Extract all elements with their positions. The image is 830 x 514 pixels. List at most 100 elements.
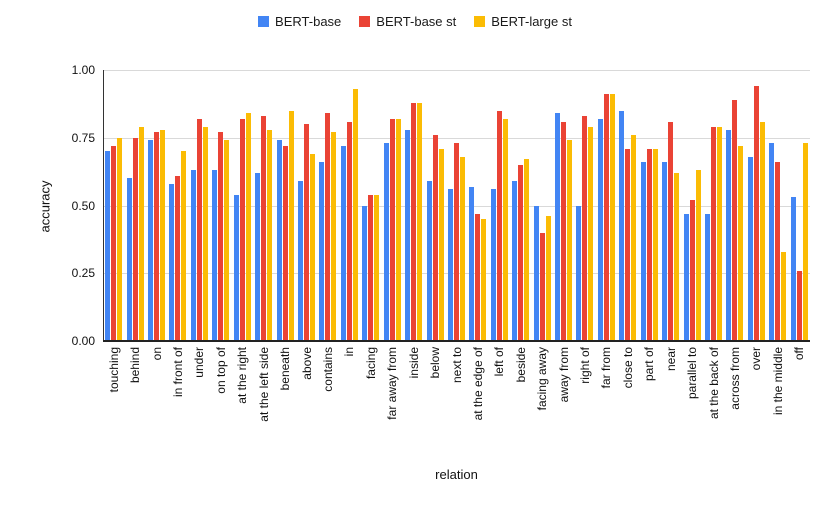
bar [597, 118, 603, 341]
bar [432, 135, 438, 341]
bar [346, 121, 352, 341]
y-tick-label: 0.00 [71, 334, 95, 348]
bar [609, 94, 615, 341]
bar [518, 164, 524, 341]
bar [496, 110, 502, 341]
x-tick-label: far from [599, 347, 614, 389]
x-tick-label: in the middle [770, 347, 785, 416]
bar [689, 200, 695, 341]
bar [288, 110, 294, 341]
bar-group [424, 70, 445, 341]
x-tick-label: beneath [278, 347, 293, 391]
bar [417, 102, 423, 341]
bar [625, 148, 631, 341]
bar-group [596, 70, 617, 341]
bar [582, 116, 588, 341]
bar [181, 151, 187, 341]
x-axis-line [103, 340, 810, 342]
bar [169, 183, 175, 341]
x-tick-label: off [792, 347, 807, 361]
bar [717, 126, 723, 341]
bar [481, 219, 487, 341]
y-tick-label: 1.00 [71, 63, 95, 77]
bar [276, 140, 282, 341]
bar-group [746, 70, 767, 341]
legend-swatch [258, 16, 270, 27]
bar [796, 270, 802, 341]
x-tick-label: far away from [385, 347, 400, 420]
x-tick-label: on [149, 347, 164, 361]
x-tick-label: over [749, 347, 764, 371]
bar-group [124, 70, 145, 341]
legend-item: BERT-base st [359, 14, 456, 29]
bar-group [253, 70, 274, 341]
x-tick-label: right of [578, 347, 593, 384]
bar [218, 132, 224, 341]
bar [352, 88, 358, 341]
bar [640, 162, 646, 341]
bar [319, 162, 325, 341]
bar [212, 170, 218, 341]
bar [389, 118, 395, 341]
x-tick-label: at the back of [706, 347, 721, 420]
y-axis-line [103, 70, 104, 341]
bar-group [489, 70, 510, 341]
bar [261, 116, 267, 341]
bar [282, 145, 288, 341]
bar-group [167, 70, 188, 341]
bar [325, 113, 331, 341]
x-tick-label: next to [449, 347, 464, 384]
legend-item: BERT-large st [474, 14, 572, 29]
y-axis-title: accuracy [37, 180, 53, 233]
bar-group [767, 70, 788, 341]
bar [545, 216, 551, 341]
bar [453, 143, 459, 341]
bar [239, 118, 245, 341]
x-tick-label: at the left side [256, 347, 271, 422]
x-tick-label: beside [513, 347, 528, 383]
x-tick-label: facing [363, 347, 378, 380]
x-tick-label: close to [620, 347, 635, 389]
bar [154, 132, 160, 341]
x-tick-label: under [192, 347, 207, 378]
bar [383, 143, 389, 341]
x-tick-label: above [299, 347, 314, 380]
bar [160, 129, 166, 341]
bar-group [574, 70, 595, 341]
plot-area [103, 70, 810, 342]
bar [490, 189, 496, 341]
bar-group [146, 70, 167, 341]
x-axis-title: relation [435, 467, 478, 482]
bar [298, 181, 303, 341]
bar [362, 205, 368, 341]
x-tick-label: near [663, 347, 678, 372]
bar [790, 197, 796, 341]
x-tick-label: at the right [235, 347, 250, 404]
bar [138, 126, 144, 341]
bar [711, 126, 717, 341]
bar [368, 194, 374, 341]
x-tick-label: contains [320, 347, 335, 392]
bar [132, 137, 138, 341]
bar [255, 172, 261, 341]
bar [512, 181, 518, 341]
bar [555, 113, 561, 341]
legend-swatch [474, 16, 486, 27]
bar [631, 135, 637, 341]
bar-group [639, 70, 660, 341]
x-tick-label: parallel to [685, 347, 700, 400]
bar [105, 151, 111, 341]
bar [111, 145, 117, 341]
bar [117, 137, 123, 341]
bar [438, 148, 444, 341]
x-tick-label: part of [642, 347, 657, 382]
legend-label: BERT-base [275, 14, 342, 29]
bar [411, 102, 417, 341]
bar-group [339, 70, 360, 341]
bar [148, 140, 154, 341]
bar [331, 132, 337, 341]
x-tick-label: below [428, 347, 443, 379]
bar [374, 194, 380, 341]
x-tick-label: inside [406, 347, 421, 379]
x-tick-label: at the edge of [470, 347, 485, 421]
